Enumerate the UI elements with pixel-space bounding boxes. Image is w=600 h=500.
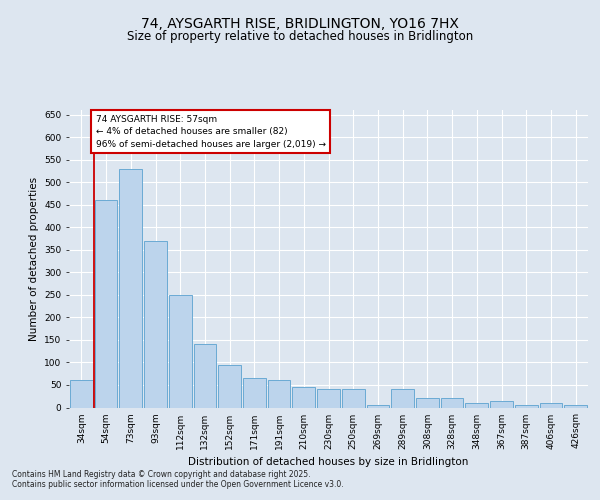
- Bar: [367, 405, 389, 407]
- Bar: [490, 400, 513, 407]
- Bar: [292, 387, 315, 407]
- X-axis label: Distribution of detached houses by size in Bridlington: Distribution of detached houses by size …: [188, 457, 469, 467]
- Bar: [243, 378, 266, 408]
- Text: Contains HM Land Registry data © Crown copyright and database right 2025.: Contains HM Land Registry data © Crown c…: [12, 470, 311, 479]
- Text: 74, AYSGARTH RISE, BRIDLINGTON, YO16 7HX: 74, AYSGARTH RISE, BRIDLINGTON, YO16 7HX: [141, 18, 459, 32]
- Bar: [539, 403, 562, 407]
- Bar: [194, 344, 216, 408]
- Bar: [391, 390, 414, 407]
- Text: 74 AYSGARTH RISE: 57sqm
← 4% of detached houses are smaller (82)
96% of semi-det: 74 AYSGARTH RISE: 57sqm ← 4% of detached…: [95, 114, 326, 148]
- Bar: [416, 398, 439, 407]
- Bar: [515, 405, 538, 407]
- Bar: [268, 380, 290, 407]
- Bar: [466, 403, 488, 407]
- Y-axis label: Number of detached properties: Number of detached properties: [29, 176, 38, 341]
- Bar: [342, 390, 365, 407]
- Bar: [95, 200, 118, 408]
- Bar: [441, 398, 463, 407]
- Bar: [70, 380, 93, 407]
- Bar: [119, 168, 142, 408]
- Bar: [169, 295, 191, 408]
- Text: Contains public sector information licensed under the Open Government Licence v3: Contains public sector information licen…: [12, 480, 344, 489]
- Text: Size of property relative to detached houses in Bridlington: Size of property relative to detached ho…: [127, 30, 473, 43]
- Bar: [317, 390, 340, 407]
- Bar: [218, 364, 241, 408]
- Bar: [144, 240, 167, 408]
- Bar: [564, 405, 587, 407]
